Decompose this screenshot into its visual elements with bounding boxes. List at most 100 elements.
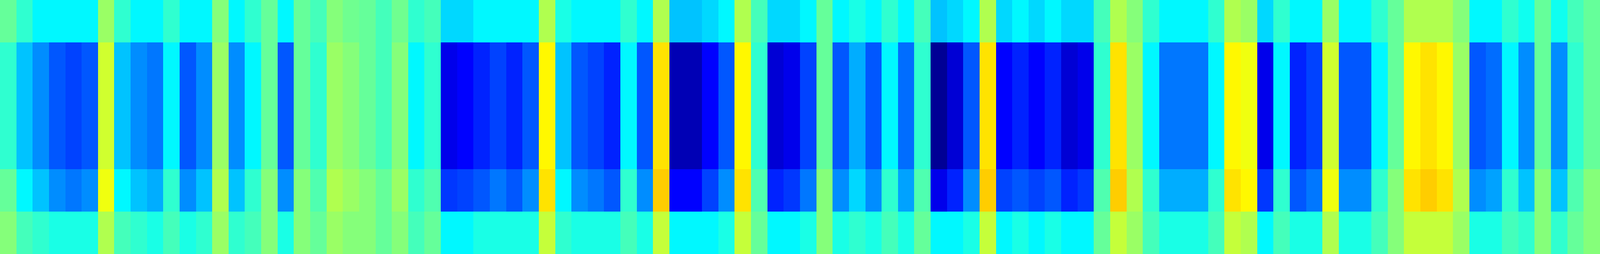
heatmap-cell	[849, 211, 866, 254]
heatmap-cell	[1012, 0, 1029, 43]
heatmap-cell	[473, 168, 490, 212]
heatmap-cell	[228, 127, 246, 170]
heatmap-cell	[1110, 127, 1127, 170]
heatmap-cell	[1322, 84, 1339, 128]
heatmap-cell	[1534, 127, 1551, 170]
heatmap-cell	[1534, 42, 1551, 85]
heatmap-cell	[391, 168, 409, 212]
heatmap-cell	[277, 42, 295, 85]
heatmap-cell	[1093, 127, 1111, 170]
heatmap-cell	[1452, 42, 1470, 85]
heatmap-cell	[375, 0, 393, 43]
heatmap-cell	[277, 127, 295, 170]
heatmap-cell	[310, 0, 327, 43]
heatmap-cell	[408, 84, 425, 128]
heatmap-cell	[996, 168, 1013, 212]
heatmap-cell	[1175, 211, 1193, 254]
heatmap-cell	[1126, 42, 1144, 85]
heatmap-cell	[947, 168, 964, 212]
heatmap-cell	[1175, 84, 1193, 128]
heatmap-cell	[457, 0, 474, 43]
heatmap-cell	[652, 168, 670, 212]
heatmap-cell	[1257, 0, 1274, 43]
heatmap-cell	[1550, 168, 1568, 212]
heatmap-cell	[342, 42, 360, 85]
heatmap-cell	[114, 84, 131, 128]
heatmap-cell	[816, 211, 833, 254]
heatmap-cell	[1338, 42, 1356, 85]
heatmap-cell	[1436, 168, 1454, 212]
heatmap-cell	[179, 84, 197, 128]
heatmap-cell	[1224, 0, 1241, 43]
heatmap-cell	[1338, 84, 1356, 128]
heatmap-cell	[0, 168, 17, 212]
heatmap-cell	[1159, 0, 1176, 43]
heatmap-cell	[718, 211, 735, 254]
heatmap-cell	[424, 0, 441, 43]
heatmap-cell	[65, 0, 83, 43]
heatmap-cell	[163, 211, 180, 254]
heatmap-cell	[832, 211, 850, 254]
heatmap-cell	[1501, 211, 1519, 254]
heatmap-cell	[342, 168, 360, 212]
heatmap-cell	[571, 84, 588, 128]
heatmap-cell	[1420, 42, 1437, 85]
heatmap-cell	[0, 42, 17, 85]
heatmap-cell	[849, 42, 866, 85]
heatmap-cell	[293, 211, 311, 254]
heatmap-cell	[1044, 168, 1062, 212]
heatmap-cell	[1485, 42, 1503, 85]
heatmap-cell	[375, 168, 393, 212]
heatmap-cell	[1028, 84, 1046, 128]
heatmap-cell	[603, 168, 621, 212]
heatmap-cell	[636, 127, 654, 170]
heatmap-cell	[1044, 42, 1062, 85]
heatmap-cell	[424, 42, 441, 85]
heatmap-cell	[457, 127, 474, 170]
heatmap-cell	[212, 211, 229, 254]
heatmap-cell	[522, 0, 539, 43]
heatmap-cell	[32, 168, 50, 212]
heatmap-cell	[1208, 211, 1225, 254]
heatmap-cell	[1208, 42, 1225, 85]
heatmap-cell	[636, 211, 654, 254]
heatmap-cell	[163, 84, 180, 128]
heatmap-cell	[130, 0, 148, 43]
heatmap-cell	[506, 42, 523, 85]
heatmap-cell	[1306, 127, 1323, 170]
heatmap-cell	[114, 127, 131, 170]
heatmap-cell	[1436, 42, 1454, 85]
heatmap-cell	[652, 211, 670, 254]
heatmap-cell	[293, 84, 311, 128]
heatmap-cell	[800, 168, 817, 212]
heatmap-cell	[244, 42, 262, 85]
heatmap-cell	[750, 127, 768, 170]
heatmap-cell	[996, 211, 1013, 254]
heatmap-cell	[16, 42, 33, 85]
heatmap-cell	[16, 127, 33, 170]
heatmap-cell	[1550, 42, 1568, 85]
heatmap-cell	[669, 168, 686, 212]
heatmap-cell	[424, 127, 441, 170]
heatmap-cell	[1518, 168, 1535, 212]
heatmap-cell	[228, 84, 246, 128]
heatmap-cell	[1355, 127, 1372, 170]
heatmap-cell	[0, 0, 17, 43]
heatmap-cell	[1550, 84, 1568, 128]
heatmap-cell	[881, 84, 899, 128]
heatmap-cell	[1355, 211, 1372, 254]
heatmap-cell	[98, 127, 115, 170]
heatmap-cell	[489, 127, 507, 170]
heatmap-cell	[391, 127, 409, 170]
heatmap-cell	[750, 0, 768, 43]
heatmap-cell	[1110, 211, 1127, 254]
heatmap-cell	[587, 211, 605, 254]
heatmap-cell	[555, 42, 572, 85]
heatmap-cell	[163, 168, 180, 212]
heatmap-cell	[1028, 0, 1046, 43]
heatmap-cell	[800, 211, 817, 254]
heatmap-cell	[1077, 0, 1095, 43]
heatmap-cell	[1257, 42, 1274, 85]
heatmap-cell	[1044, 211, 1062, 254]
heatmap-cell	[179, 168, 197, 212]
